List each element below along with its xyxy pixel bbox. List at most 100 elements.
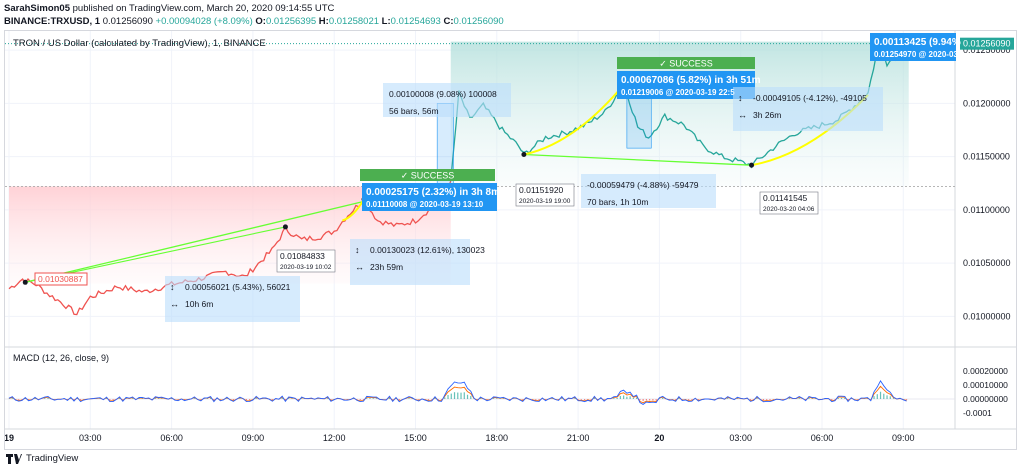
success-badge-2-label: ✓ SUCCESS: [659, 59, 713, 69]
low-label: L:: [381, 16, 391, 27]
price-tick-label: 0.01150000: [963, 152, 1010, 162]
width-icon: ↔: [355, 262, 364, 272]
price-tick-label: 0.01100000: [963, 205, 1010, 215]
time-tick-label: 19: [5, 433, 14, 443]
pivot-point: [749, 162, 755, 168]
price-tick-label: 0.01200000: [963, 98, 1011, 108]
height-icon: ↕: [170, 282, 175, 292]
open-label: O:: [255, 16, 266, 27]
measure-box-2: ↕ ↔ 0.00130023 (12.61%), 130023 23h 59m: [350, 239, 485, 285]
measure-box-3: 0.00100008 (9.08%) 100008 56 bars, 56m: [383, 83, 511, 117]
time-tick-label: 20: [654, 433, 664, 443]
measure-box-3-bg: [383, 83, 511, 117]
measure-box-5-bg: [733, 87, 883, 131]
measure-zone: [626, 97, 652, 149]
measure-box-1-bg: [165, 276, 300, 322]
price-tick-label: 0.01000000: [963, 311, 1011, 321]
start-price-text: 0.01030887: [38, 274, 83, 284]
success-badge-2: ✓ SUCCESS: [617, 57, 755, 69]
footer-brand[interactable]: TradingView: [26, 453, 79, 464]
pivot-label-1-price: 0.01084833: [280, 251, 325, 261]
low-value: 0.01254693: [390, 16, 441, 27]
measure-box-1: ↕ ↔ 0.00056021 (5.43%), 56021 10h 6m: [165, 276, 300, 322]
time-tick-label: 21:00: [567, 433, 590, 443]
open-value: 0.01256395: [265, 16, 317, 27]
measure-box-2-line2: 23h 59m: [370, 262, 403, 272]
measure-box-4: -0.00059479 (-4.88%) -59479 70 bars, 1h 1…: [581, 174, 716, 208]
annotations: 0.01030887 ↕ ↔ 0.00056021 (5.43%), 56021 10h…: [34, 33, 961, 322]
pivot-label-2-bg: [515, 183, 575, 207]
result-label-3-line2: 0.01254970 @ 2020-03-: [874, 50, 961, 59]
result-label-1-line2: 0.01110008 @ 2020-03-19 13:10: [366, 200, 484, 209]
time-tick-label: 15:00: [404, 433, 427, 443]
macd-panel: [5, 380, 955, 405]
publish-line: SarahSimon05 published on TradingView.co…: [4, 3, 334, 14]
author-name[interactable]: SarahSimon05: [4, 3, 70, 14]
width-icon: ↔: [170, 299, 179, 309]
macd-title: MACD (12, 26, close, 9): [13, 353, 109, 363]
close-value: 0.01256090: [453, 16, 504, 27]
measure-box-1-line2: 10h 6m: [185, 299, 213, 309]
close-label: C:: [443, 16, 454, 27]
measure-box-3-line1: 0.00100008 (9.08%) 100008: [389, 89, 497, 99]
macd-tick-label: 0.00010000: [963, 380, 1008, 390]
time-tick-label: 09:00: [242, 433, 265, 443]
chart-title: TRON / US Dollar (calculated by TradingV…: [13, 38, 266, 49]
symbol-line: BINANCE:TRXUSD, 1 0.01256090 +0.00094028…: [4, 16, 504, 27]
publish-info: published on TradingView.com, March 20, …: [72, 3, 335, 14]
price-axis: 0.01250000 0.01200000 0.01150000 0.01100000…: [963, 45, 1011, 321]
measure-box-2-line1: 0.00130023 (12.61%), 130023: [370, 245, 485, 255]
macd-tick-label: 0.00000000: [963, 394, 1008, 404]
measure-box-4-line2: 70 bars, 1h 10m: [587, 197, 648, 207]
pivot-label-3-price: 0.01141545: [763, 193, 808, 203]
time-tick-label: 06:00: [160, 433, 183, 443]
measure-box-4-line1: -0.00059479 (-4.88%) -59479: [587, 180, 699, 190]
measure-box-1-line1: 0.00056021 (5.43%), 56021: [185, 282, 291, 292]
footer: TradingView: [6, 453, 78, 464]
price-series-line-down: [8, 180, 452, 316]
time-tick-label: 03:00: [729, 433, 752, 443]
result-label-3: 0.00113425 (9.94% 0.01254970 @ 2020-03-: [870, 33, 961, 61]
last-price: 0.01256090: [102, 16, 153, 27]
symbol-name: BINANCE:TRXUSD, 1: [4, 16, 101, 27]
pivot-label-2: 0.01151920 2020-03-19 19:00: [515, 183, 575, 207]
start-price-bg: [34, 272, 88, 286]
pivot-point: [22, 279, 28, 285]
time-tick-label: 06:00: [811, 433, 834, 443]
success-badge-1-bg: [360, 169, 495, 181]
last-price-label: 0.01256090: [960, 37, 1014, 50]
pivot-label-1: 0.01084833 2020-03-19 10:02: [276, 249, 336, 273]
pivot-label-2-date: 2020-03-19 19:00: [519, 198, 571, 205]
pivot-label-1-date: 2020-03-19 10:02: [280, 264, 332, 271]
result-label-1-bg: [362, 183, 497, 211]
high-value: 0.01258021: [328, 16, 380, 27]
macd-tick-label: -0.0001: [963, 408, 992, 418]
chart-panel[interactable]: TRON / US Dollar (calculated by TradingV…: [4, 30, 1017, 450]
price-chart[interactable]: TRON / US Dollar (calculated by TradingV…: [4, 31, 1016, 449]
last-price-tag: [960, 37, 1014, 50]
pivot-label-3-bg: [759, 191, 819, 215]
trend-line: [523, 153, 752, 166]
success-badge-1: ✓ SUCCESS: [360, 169, 495, 181]
tradingview-logo-icon: [6, 453, 22, 464]
start-price-label: 0.01030887: [34, 272, 88, 286]
result-label-2-bg: [617, 71, 755, 99]
measure-box-5-line2: 3h 26m: [753, 110, 781, 120]
result-label-2-line1: 0.00067086 (5.82%) in 3h 51m: [621, 75, 761, 86]
result-label-1-line1: 0.00025175 (2.32%) in 3h 8m: [366, 187, 500, 198]
measure-box-3-line2: 56 bars, 56m: [389, 106, 439, 116]
macd-axis: 0.00020000 0.00010000 0.00000000 -0.0001: [963, 366, 1008, 418]
price-change: +0.00094028 (+8.09%): [155, 16, 253, 27]
result-label-3-line1: 0.00113425 (9.94%: [874, 37, 961, 48]
macd-line: [8, 380, 907, 405]
time-tick-label: 18:00: [486, 433, 509, 443]
time-tick-label: 09:00: [892, 433, 915, 443]
pivot-label-1-bg: [276, 249, 336, 273]
height-icon: ↕: [355, 245, 360, 255]
price-tick-label: 0.01250000: [963, 45, 1011, 55]
drawing-overlay: [22, 42, 886, 285]
pivot-label-2-price: 0.01151920: [519, 185, 564, 195]
result-label-2-line2: 0.01219006 @ 2020-03-19 22:5: [621, 88, 735, 97]
time-axis: 19 03:00 06:00 09:00 12:00 15:00 18:00 21:00 20 0…: [4, 433, 915, 443]
last-price-tag-text: 0.01256090: [963, 39, 1011, 49]
